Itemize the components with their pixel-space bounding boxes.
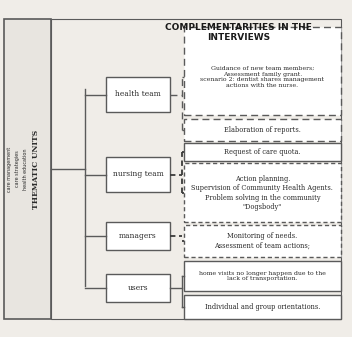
FancyBboxPatch shape — [106, 274, 170, 302]
Text: care management: care management — [7, 146, 12, 192]
Text: health team: health team — [115, 91, 161, 98]
Text: Elaboration of reports.: Elaboration of reports. — [224, 126, 301, 134]
Text: nursing team: nursing team — [113, 171, 164, 179]
Text: users: users — [128, 284, 149, 292]
FancyBboxPatch shape — [184, 261, 341, 291]
FancyBboxPatch shape — [106, 222, 170, 250]
Text: Monitoring of needs.
Assessment of team actions;: Monitoring of needs. Assessment of team … — [214, 233, 310, 250]
FancyBboxPatch shape — [184, 163, 341, 222]
Text: Guidance of new team members;
Assessment family grant.
scenario 2: dentist share: Guidance of new team members; Assessment… — [200, 66, 324, 88]
FancyBboxPatch shape — [184, 143, 341, 161]
FancyBboxPatch shape — [106, 157, 170, 192]
Text: THEMATIC UNITS: THEMATIC UNITS — [32, 129, 40, 209]
FancyBboxPatch shape — [184, 119, 341, 141]
FancyBboxPatch shape — [184, 225, 341, 257]
Text: COMPLEMENTARITIES IN THE
INTERVIEWS: COMPLEMENTARITIES IN THE INTERVIEWS — [165, 23, 312, 42]
Text: managers: managers — [119, 232, 157, 240]
FancyBboxPatch shape — [4, 19, 51, 319]
Text: Action planning.
Supervision of Community Health Agents.
Problem solving in the : Action planning. Supervision of Communit… — [191, 175, 333, 211]
Text: Individual and group orientations.: Individual and group orientations. — [205, 303, 320, 311]
FancyBboxPatch shape — [184, 295, 341, 319]
FancyBboxPatch shape — [106, 77, 170, 112]
Text: Request of care quota.: Request of care quota. — [224, 148, 301, 156]
Text: health education: health education — [23, 148, 28, 190]
FancyBboxPatch shape — [184, 27, 341, 115]
FancyBboxPatch shape — [51, 19, 341, 319]
Text: home visits no longer happen due to the
lack of transportation.: home visits no longer happen due to the … — [199, 271, 326, 281]
Text: care strategies: care strategies — [15, 151, 20, 187]
